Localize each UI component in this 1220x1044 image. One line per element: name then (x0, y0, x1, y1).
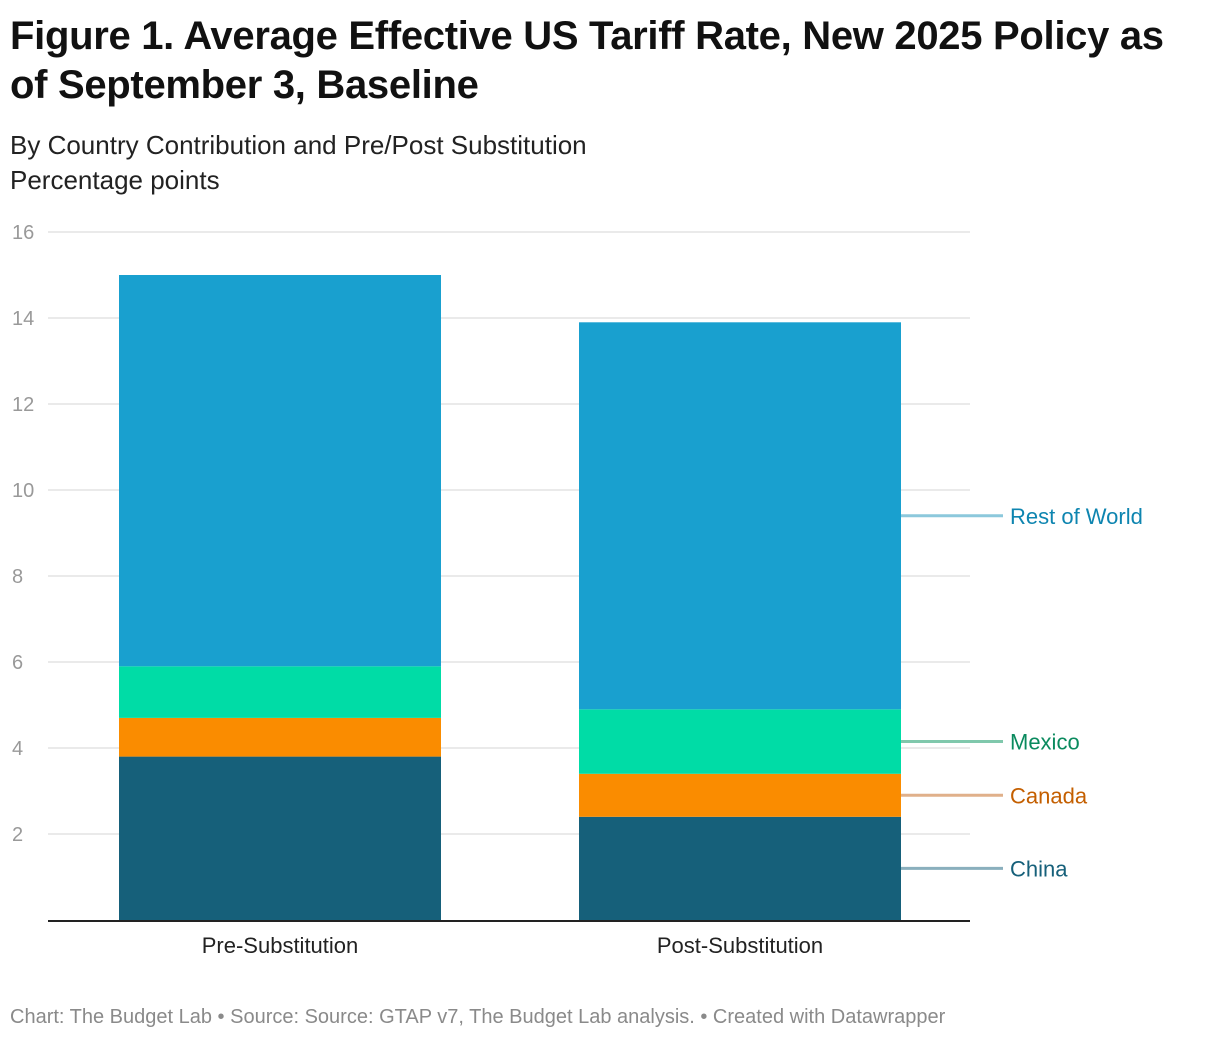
y-tick-label: 16 (12, 222, 34, 244)
y-tick-label: 12 (12, 394, 34, 416)
y-tick-label: 14 (12, 308, 34, 330)
y-tick-label: 4 (12, 738, 23, 760)
y-tick-label: 10 (12, 480, 34, 502)
bar-segment-mexico (119, 666, 441, 718)
x-tick-label: Pre-Substitution (202, 933, 359, 958)
bar-segment-china (579, 816, 901, 920)
series-label: Canada (1010, 783, 1088, 808)
bar-segment-rest-of-world (579, 322, 901, 710)
chart-subtitle: By Country Contribution and Pre/Post Sub… (10, 130, 587, 160)
y-tick-label: 8 (12, 566, 23, 588)
chart-footer: Chart: The Budget Lab • Source: Source: … (10, 1006, 946, 1028)
series-label: Rest of World (1010, 504, 1143, 529)
x-tick-label: Post-Substitution (657, 933, 823, 958)
bar-segment-china (119, 756, 441, 920)
series-label: China (1010, 856, 1068, 881)
bar-segment-canada (119, 717, 441, 757)
y-tick-label: 6 (12, 652, 23, 674)
unit-label: Percentage points (10, 165, 220, 195)
series-label: Mexico (1010, 730, 1080, 755)
bar-segment-rest-of-world (119, 275, 441, 667)
chart-title: Figure 1. Average Effective US Tariff Ra… (10, 14, 1164, 107)
bar-segment-canada (579, 773, 901, 817)
y-tick-label: 2 (12, 824, 23, 846)
bar-segment-mexico (579, 709, 901, 774)
